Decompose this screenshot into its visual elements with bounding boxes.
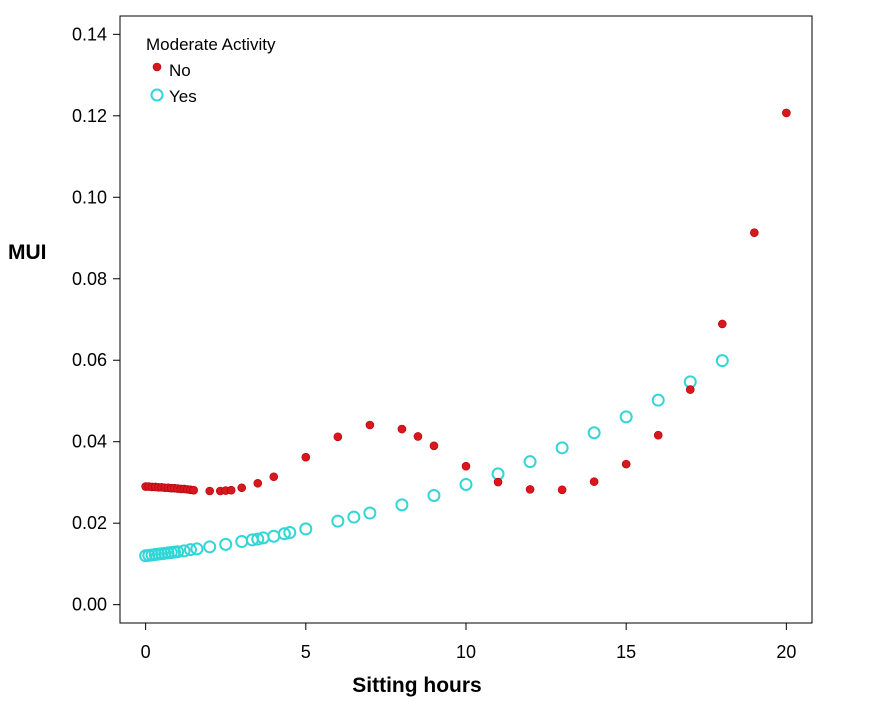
point-yes (363, 506, 377, 520)
point-yes (555, 441, 569, 455)
y-tick-label: 0.10 (72, 187, 107, 207)
y-tick-label: 0.12 (72, 106, 107, 126)
data-points (139, 108, 791, 563)
point-no (253, 478, 263, 488)
legend: Moderate Activity No Yes (146, 35, 276, 106)
point-yes (331, 514, 345, 528)
point-yes (587, 426, 601, 440)
legend-title: Moderate Activity (146, 35, 276, 54)
y-tick-label: 0.06 (72, 350, 107, 370)
point-yes (715, 354, 729, 368)
point-yes (203, 540, 217, 554)
point-no (269, 472, 279, 482)
point-yes (251, 532, 265, 546)
x-tick-label: 10 (456, 642, 476, 662)
point-yes (395, 498, 409, 512)
x-axis-title: Sitting hours (352, 674, 482, 697)
point-yes (299, 522, 313, 536)
point-no (717, 319, 727, 329)
x-tick-label: 5 (301, 642, 311, 662)
y-tick-label: 0.14 (72, 24, 107, 44)
x-tick-label: 0 (141, 642, 151, 662)
x-tick-label: 20 (776, 642, 796, 662)
point-yes (171, 545, 185, 559)
legend-marker-yes (150, 88, 164, 102)
point-no (301, 452, 311, 462)
point-yes (219, 537, 233, 551)
point-yes (177, 544, 191, 558)
point-yes (347, 510, 361, 524)
point-yes (427, 488, 441, 502)
point-no (461, 461, 471, 471)
y-axis-title: MUI (8, 241, 47, 264)
point-no (493, 477, 503, 487)
y-tick-label: 0.08 (72, 269, 107, 289)
legend-label-no: No (169, 61, 191, 80)
point-no (365, 420, 375, 430)
point-yes (267, 529, 281, 543)
point-yes (283, 526, 297, 540)
point-no (653, 430, 663, 440)
point-no (189, 485, 198, 495)
point-no (782, 108, 791, 118)
point-no (525, 485, 535, 494)
x-tick-label: 15 (616, 642, 636, 662)
point-no (237, 483, 247, 493)
y-tick-label: 0.02 (72, 513, 107, 533)
point-yes (183, 543, 197, 557)
legend-label-yes: Yes (169, 87, 197, 106)
y-axis: 0.00 0.02 0.04 0.06 0.08 0.10 0.12 0.14 (72, 24, 120, 615)
y-tick-label: 0.00 (72, 595, 107, 615)
point-yes (190, 542, 204, 556)
y-tick-label: 0.04 (72, 432, 107, 452)
point-no (413, 432, 423, 441)
point-no (750, 228, 759, 238)
point-yes (277, 527, 291, 541)
point-no (685, 385, 695, 394)
point-no (429, 441, 439, 451)
point-yes (523, 455, 537, 469)
point-no (557, 485, 567, 495)
point-no (205, 486, 215, 496)
x-axis: 0 5 10 15 20 (141, 623, 796, 662)
point-no (589, 477, 599, 486)
plot-frame (119, 15, 813, 624)
point-no (226, 485, 236, 495)
point-yes (459, 477, 473, 491)
point-no (397, 424, 407, 434)
point-no (333, 432, 343, 442)
point-yes (619, 410, 633, 424)
point-yes (235, 535, 249, 549)
point-yes (651, 393, 665, 407)
legend-marker-no (152, 62, 162, 72)
point-no (621, 459, 631, 469)
